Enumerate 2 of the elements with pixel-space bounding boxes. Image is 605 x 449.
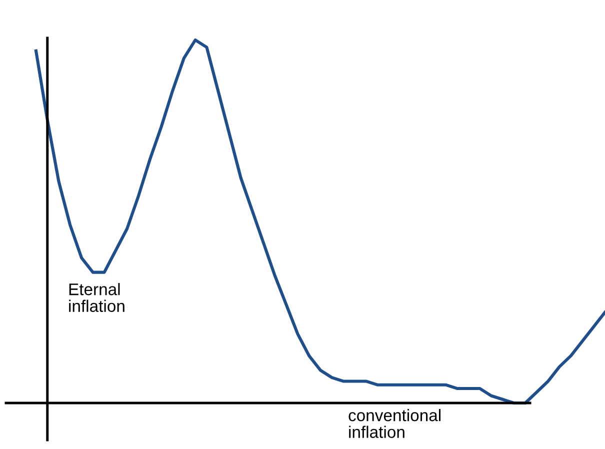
annotation: Eternal inflation	[69, 283, 124, 312]
text: conventional inflation	[348, 409, 440, 438]
